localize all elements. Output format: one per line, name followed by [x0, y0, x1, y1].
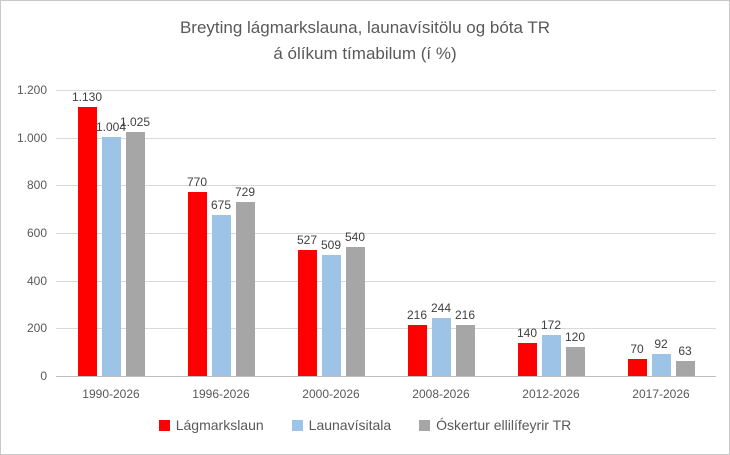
bar-column: 140: [516, 325, 538, 376]
category-label-1990-2026: 1990-2026: [82, 387, 140, 401]
legend-swatch-icon: [419, 419, 431, 431]
y-tick-label-1000: 1.000: [16, 130, 47, 145]
chart-title-line1: Breyting lágmarkslauna, launavísitölu og…: [179, 18, 551, 37]
y-tick-label-200: 200: [26, 321, 47, 336]
category-label-2000-2026: 2000-2026: [302, 387, 360, 401]
bar-value-label-l-gmarkslaun-2012-2026: 140: [516, 325, 538, 340]
bar-value-label-skertur-ellil-feyrir-tr-1996-2026: 729: [234, 185, 256, 200]
bar-l-gmarkslaun-1996-2026: [187, 192, 207, 376]
bar-value-label-skertur-ellil-feyrir-tr-2008-2026: 216: [454, 307, 476, 322]
bar-column: 675: [210, 198, 232, 376]
legend-label: Óskertur ellilífeyrir TR: [436, 417, 572, 433]
gridline-600: [56, 233, 716, 234]
y-axis-tick-labels: 0 200 400 600 800 1.000 1.200: [1, 83, 47, 383]
bar-column: 540: [344, 230, 366, 376]
bar-column: 172: [540, 318, 562, 376]
bar-column: 216: [406, 307, 428, 376]
bar-launav-sitala-2012-2026: [541, 335, 561, 376]
category-label-2008-2026: 2008-2026: [412, 387, 470, 401]
plot-area: 1.130 1.004 1.025 770 675 729 527 509 540 216 244 2…: [56, 90, 716, 377]
bar-value-label-launav-sitala-1990-2026: 1.004: [95, 119, 127, 134]
legend-item-skertur-ellil-feyrir-tr: Óskertur ellilífeyrir TR: [419, 417, 571, 433]
category-label-1996-2026: 1996-2026: [192, 387, 250, 401]
bar-value-label-launav-sitala-2017-2026: 92: [654, 337, 668, 352]
gridline-800: [56, 185, 716, 187]
bar-skertur-ellil-feyrir-tr-2017-2026: [675, 361, 695, 376]
bar-column: 244: [430, 300, 452, 376]
bar-value-label-skertur-ellil-feyrir-tr-2012-2026: 120: [564, 330, 586, 345]
bar-column: 120: [564, 330, 586, 376]
gridline-400: [56, 280, 716, 282]
bar-column: 527: [296, 233, 318, 376]
bar-column: 509: [320, 237, 342, 376]
y-tick-label-400: 400: [26, 273, 47, 288]
bar-value-label-skertur-ellil-feyrir-tr-1990-2026: 1.025: [119, 114, 151, 129]
category-label-2012-2026: 2012-2026: [522, 387, 580, 401]
y-tick-label-600: 600: [26, 226, 47, 240]
bar-group-2017-2026: 70 92 63: [606, 90, 716, 376]
bar-l-gmarkslaun-2017-2026: [627, 359, 647, 376]
bar-launav-sitala-2008-2026: [431, 317, 451, 376]
bar-column: 216: [454, 307, 476, 376]
bar-skertur-ellil-feyrir-tr-1990-2026: [125, 131, 145, 376]
bar-column: 1.004: [96, 120, 126, 376]
legend-swatch-icon: [158, 419, 170, 431]
bar-value-label-l-gmarkslaun-2000-2026: 527: [296, 233, 318, 248]
bar-column: 1.130: [72, 90, 102, 376]
bar-group-2012-2026: 140 172 120: [496, 90, 606, 376]
bar-group-1996-2026: 770 675 729: [166, 90, 276, 376]
category-label-2017-2026: 2017-2026: [632, 387, 690, 401]
y-tick-label-1200: 1.200: [16, 83, 47, 97]
bar-skertur-ellil-feyrir-tr-2000-2026: [345, 247, 365, 376]
legend-label: Lágmarkslaun: [175, 417, 264, 433]
chart-title: Breyting lágmarkslauna, launavísitölu og…: [1, 15, 729, 67]
bar-l-gmarkslaun-2012-2026: [517, 342, 537, 376]
bar-launav-sitala-2017-2026: [651, 354, 671, 376]
bar-group-2000-2026: 527 509 540: [276, 90, 386, 376]
x-axis-category-labels: 1990-2026 1996-2026 2000-2026 2008-2026 2012…: [56, 387, 716, 403]
bar-skertur-ellil-feyrir-tr-2012-2026: [565, 347, 585, 376]
bar-column: 1.025: [120, 115, 150, 376]
bar-column: 92: [651, 337, 671, 376]
x-axis-line: [56, 376, 716, 377]
legend-swatch-icon: [291, 419, 303, 431]
bar-l-gmarkslaun-1990-2026: [77, 106, 97, 376]
bar-launav-sitala-2000-2026: [321, 254, 341, 376]
y-tick-label-0: 0: [40, 369, 47, 383]
bar-value-label-skertur-ellil-feyrir-tr-2017-2026: 63: [678, 344, 692, 358]
bar-value-label-launav-sitala-1996-2026: 675: [210, 198, 232, 213]
bar-value-label-launav-sitala-2012-2026: 172: [540, 318, 562, 333]
gridline-200: [56, 328, 716, 330]
bar-value-label-launav-sitala-2000-2026: 509: [320, 237, 342, 252]
legend-item-l-gmarkslaun: Lágmarkslaun: [158, 417, 264, 433]
gridline-1000: [56, 137, 716, 139]
bar-launav-sitala-1996-2026: [211, 215, 231, 376]
gridline-1200: [56, 90, 716, 91]
y-tick-label-800: 800: [26, 178, 47, 193]
bar-skertur-ellil-feyrir-tr-1996-2026: [235, 202, 255, 376]
bar-column: 770: [186, 175, 208, 376]
bar-value-label-skertur-ellil-feyrir-tr-2000-2026: 540: [344, 230, 366, 245]
bar-l-gmarkslaun-2008-2026: [407, 324, 427, 376]
bar-value-label-launav-sitala-2008-2026: 244: [430, 300, 452, 315]
bar-l-gmarkslaun-2000-2026: [297, 250, 317, 376]
bar-skertur-ellil-feyrir-tr-2008-2026: [455, 324, 475, 376]
bar-column: 63: [675, 344, 695, 376]
bar-value-label-l-gmarkslaun-1996-2026: 770: [186, 175, 208, 190]
bar-group-2008-2026: 216 244 216: [386, 90, 496, 376]
bar-value-label-l-gmarkslaun-2017-2026: 70: [630, 342, 644, 357]
chart-title-line2: á ólíkum tímabilum (í %): [273, 44, 457, 63]
legend-label: Launavísitala: [308, 417, 392, 433]
bar-value-label-l-gmarkslaun-2008-2026: 216: [406, 307, 428, 322]
bar-column: 729: [234, 185, 256, 376]
bar-value-label-l-gmarkslaun-1990-2026: 1.130: [71, 89, 103, 104]
bar-launav-sitala-1990-2026: [101, 136, 121, 376]
legend-item-launav-sitala: Launavísitala: [291, 417, 392, 433]
bar-column: 70: [627, 342, 647, 376]
legend: Lágmarkslaun Launavísitala Óskertur ellilí…: [1, 417, 729, 433]
bar-group-1990-2026: 1.130 1.004 1.025: [56, 90, 166, 376]
